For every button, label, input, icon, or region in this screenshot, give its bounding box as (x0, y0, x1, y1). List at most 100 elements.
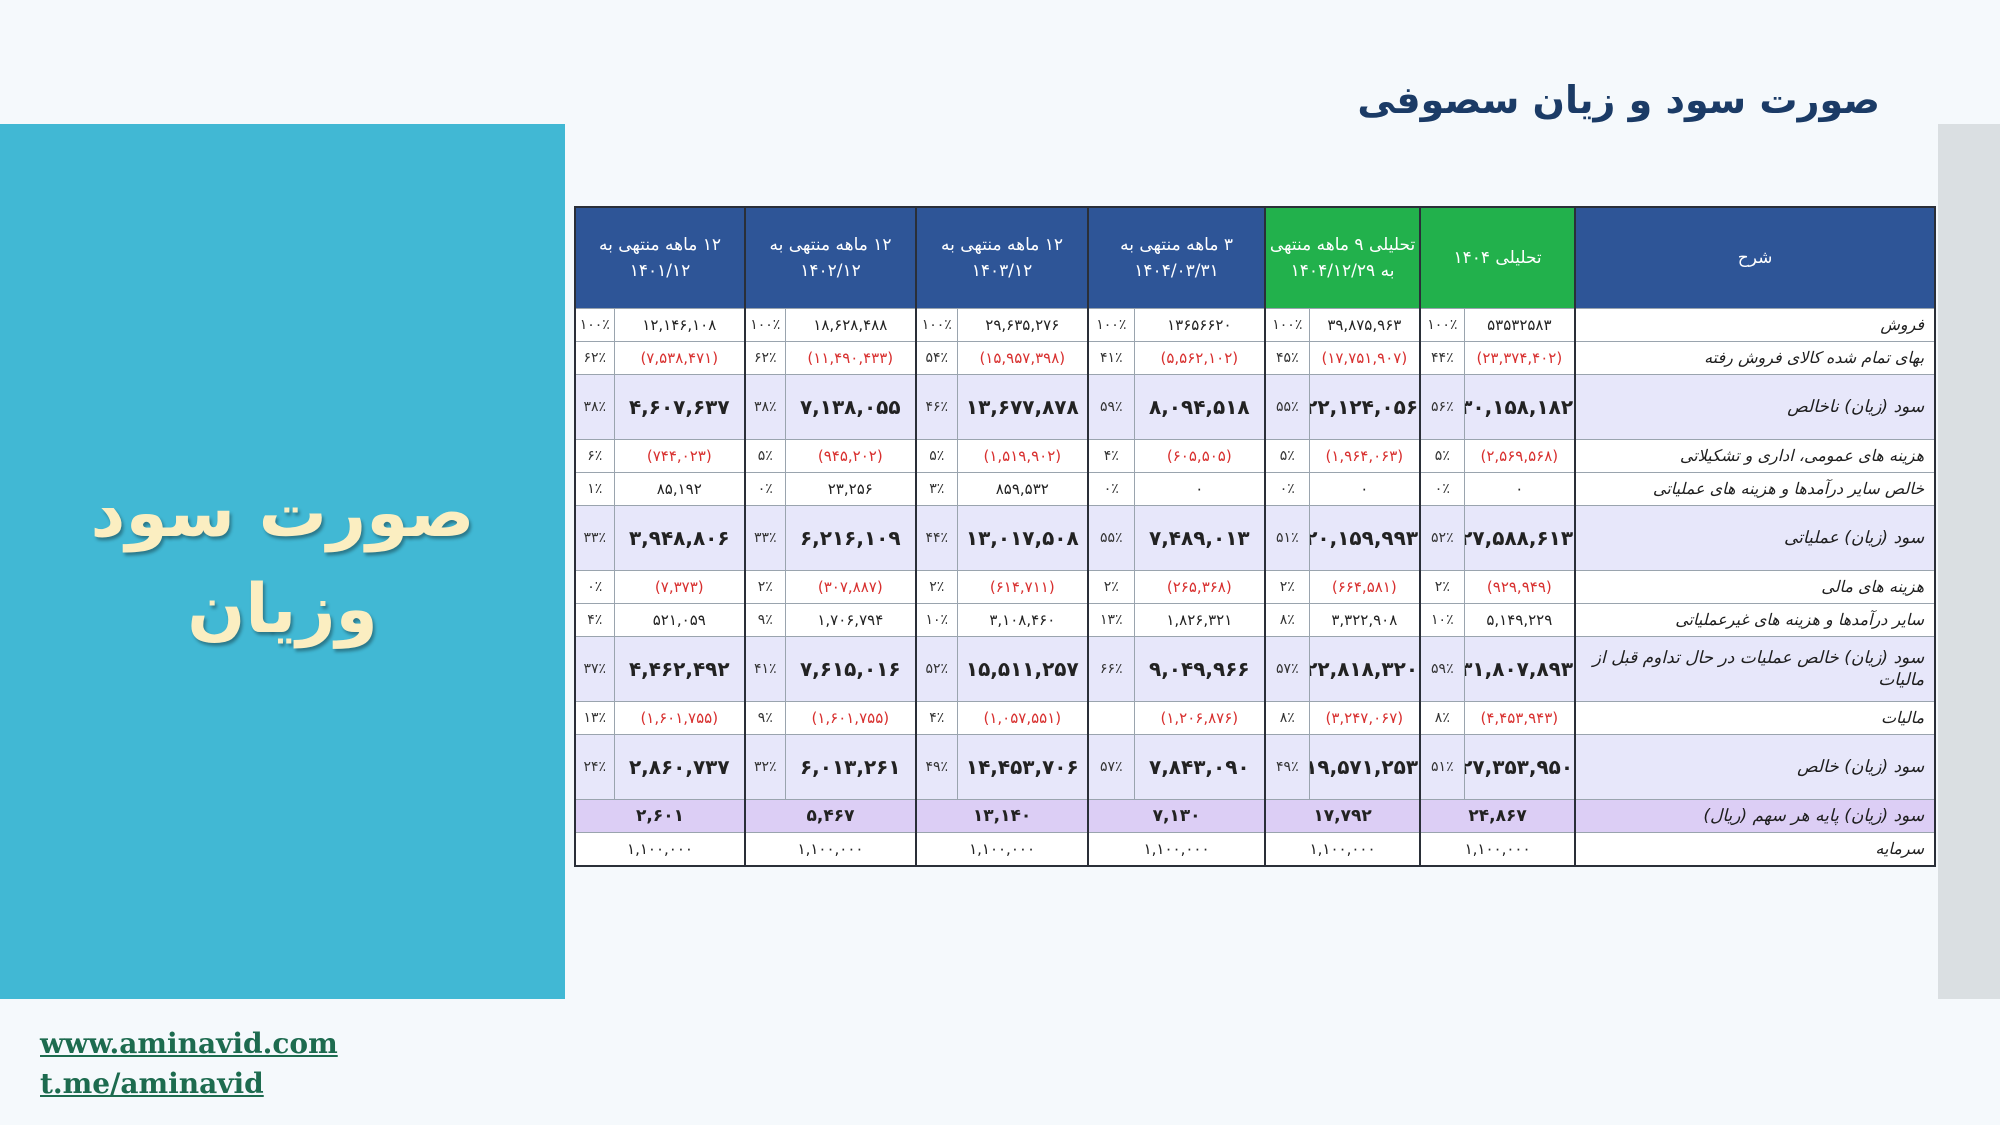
header-12m-1403: ۱۲ ماهه منتهی به ۱۴۰۳/۱۲ (915, 206, 1090, 309)
side-title: صورت سود وزیان (90, 473, 475, 649)
percent-cell: ۵۹٪ (1419, 636, 1465, 702)
side-panel: صورت سود وزیان (0, 124, 565, 999)
value-cell: (۴,۴۵۳,۹۴۳) (1463, 701, 1577, 735)
percent-cell: ۰٪ (1087, 472, 1135, 506)
value-cell: (۲,۵۶۹,۵۶۸) (1463, 439, 1577, 473)
value-cell: ۱,۱۰۰,۰۰۰ (1264, 832, 1422, 867)
row-label: هزینه های مالی (1574, 570, 1936, 604)
value-cell: ۱,۱۰۰,۰۰۰ (915, 832, 1090, 867)
value-cell: ۲۲,۸۱۸,۳۲۰ (1308, 636, 1422, 702)
value-cell: ۲۰,۱۵۹,۹۹۳ (1308, 505, 1422, 571)
value-cell: (۳۰۷,۸۸۷) (784, 570, 918, 604)
table-row: فروش ۵۳۵۳۲۵۸۳ ۱۰۰٪ ۳۹,۸۷۵,۹۶۳ ۱۰۰٪ ۱۳۶۵۶۶۲۰ ۱۰… (574, 308, 1936, 342)
value-cell: ۲۹,۶۳۵,۲۷۶ (956, 308, 1090, 342)
value-cell: ۲۴,۸۶۷ (1419, 799, 1577, 833)
value-cell: (۹۲۹,۹۴۹) (1463, 570, 1577, 604)
website-link[interactable]: www.aminavid.com (40, 1027, 338, 1060)
percent-cell: ۵۷٪ (1087, 734, 1135, 800)
value-cell: ۷,۸۴۳,۰۹۰ (1133, 734, 1267, 800)
value-cell: ۱۵,۵۱۱,۲۵۷ (956, 636, 1090, 702)
value-cell: ۲۷,۳۵۳,۹۵۰ (1463, 734, 1577, 800)
percent-cell: ۱۰۰٪ (574, 308, 615, 342)
percent-cell: ۵٪ (1264, 439, 1310, 473)
percent-cell: ۵٪ (744, 439, 786, 473)
table-row: هزینه های مالی (۹۲۹,۹۴۹) ۲٪ (۶۶۴,۵۸۱) ۲٪ (۲۶۵… (574, 570, 1936, 604)
value-cell: ۱,۸۲۶,۳۲۱ (1133, 603, 1267, 637)
value-cell: ۵,۴۶۷ (744, 799, 918, 833)
value-cell: ۱۳,۶۷۷,۸۷۸ (956, 374, 1090, 440)
value-cell: ۸,۰۹۴,۵۱۸ (1133, 374, 1267, 440)
row-label: سود (زیان) پایه هر سهم (ریال) (1574, 799, 1936, 833)
value-cell: ۳,۹۴۸,۸۰۶ (613, 505, 747, 571)
value-cell: ۷,۴۸۹,۰۱۳ (1133, 505, 1267, 571)
value-cell: ۰ (1463, 472, 1577, 506)
percent-cell: ۵۲٪ (1419, 505, 1465, 571)
capital-row: سرمایه ۱,۱۰۰,۰۰۰ ۱,۱۰۰,۰۰۰ ۱,۱۰۰,۰۰۰ ۱,۱۰۰,۰… (574, 832, 1936, 867)
value-cell: ۲,۶۰۱ (574, 799, 747, 833)
telegram-link[interactable]: t.me/aminavid (40, 1067, 264, 1100)
percent-cell: ۸٪ (1264, 603, 1310, 637)
percent-cell: ۰٪ (1419, 472, 1465, 506)
percent-cell: ۹٪ (744, 701, 786, 735)
percent-cell: ۵۹٪ (1087, 374, 1135, 440)
row-label: خالص سایر درآمدها و هزینه های عملیاتی (1574, 472, 1936, 506)
percent-cell: ۴۴٪ (915, 505, 958, 571)
value-cell: (۱,۶۰۱,۷۵۵) (613, 701, 747, 735)
percent-cell: ۵۶٪ (1419, 374, 1465, 440)
value-cell: (۵,۵۶۲,۱۰۲) (1133, 341, 1267, 375)
percent-cell: ۰٪ (1264, 472, 1310, 506)
percent-cell: ۵۱٪ (1264, 505, 1310, 571)
footer-links: www.aminavid.com t.me/aminavid (40, 1024, 338, 1104)
percent-cell: ۵۲٪ (915, 636, 958, 702)
table-row: سایر درآمدها و هزینه های غیرعملیاتی ۵,۱۴۹… (574, 603, 1936, 637)
value-cell: ۰ (1133, 472, 1267, 506)
percent-cell: ۲۴٪ (574, 734, 615, 800)
percent-cell: ۵۴٪ (915, 341, 958, 375)
percent-cell: ۵۷٪ (1264, 636, 1310, 702)
value-cell: ۲۷,۵۸۸,۶۱۳ (1463, 505, 1577, 571)
row-label: سایر درآمدها و هزینه های غیرعملیاتی (1574, 603, 1936, 637)
percent-cell: ۱۰٪ (915, 603, 958, 637)
percent-cell: ۱۰٪ (1419, 603, 1465, 637)
value-cell: ۷,۱۳۸,۰۵۵ (784, 374, 918, 440)
value-cell: (۶۱۴,۷۱۱) (956, 570, 1090, 604)
percent-cell: ۶۶٪ (1087, 636, 1135, 702)
percent-cell: ۴۹٪ (1264, 734, 1310, 800)
value-cell: ۱۳,۰۱۷,۵۰۸ (956, 505, 1090, 571)
value-cell: ۱۲,۱۴۶,۱۰۸ (613, 308, 747, 342)
percent-cell: ۲٪ (1087, 570, 1135, 604)
value-cell: (۷۴۴,۰۲۳) (613, 439, 747, 473)
percent-cell: ۴٪ (915, 701, 958, 735)
value-cell: (۱۱,۴۹۰,۴۳۳) (784, 341, 918, 375)
row-label: مالیات (1574, 701, 1936, 735)
percent-cell: ۱۰۰٪ (1419, 308, 1465, 342)
value-cell: (۱۷,۷۵۱,۹۰۷) (1308, 341, 1422, 375)
income-statement-table: شرح تحلیلی ۱۴۰۴ تحلیلی ۹ ماهه منتهی به ۱… (574, 206, 1937, 867)
percent-cell: ۴۱٪ (744, 636, 786, 702)
percent-cell: ۸٪ (1264, 701, 1310, 735)
value-cell: ۸۵,۱۹۲ (613, 472, 747, 506)
percent-cell: ۵۱٪ (1419, 734, 1465, 800)
table-header-row: شرح تحلیلی ۱۴۰۴ تحلیلی ۹ ماهه منتهی به ۱… (574, 206, 1936, 309)
row-label: سود (زیان) ناخالص (1574, 374, 1936, 440)
value-cell: ۳۹,۸۷۵,۹۶۳ (1308, 308, 1422, 342)
table-row: مالیات (۴,۴۵۳,۹۴۳) ۸٪ (۳,۲۴۷,۰۶۷) ۸٪ (۱,۲۰۶,۸… (574, 701, 1936, 735)
header-analytic-9m: تحلیلی ۹ ماهه منتهی به ۱۴۰۴/۱۲/۲۹ (1264, 206, 1422, 309)
value-cell: ۱۴,۴۵۳,۷۰۶ (956, 734, 1090, 800)
value-cell: (۱,۲۰۶,۸۷۶) (1133, 701, 1267, 735)
percent-cell: ۲٪ (1264, 570, 1310, 604)
table-row: بهای تمام شده کالای فروش رفته (۲۳,۳۷۴,۴۰۲… (574, 341, 1936, 375)
percent-cell: ۴٪ (574, 603, 615, 637)
value-cell: ۱۷,۷۹۲ (1264, 799, 1422, 833)
eps-row: سود (زیان) پایه هر سهم (ریال) ۲۴,۸۶۷ ۱۷,۷۹… (574, 799, 1936, 833)
value-cell: ۴,۶۰۷,۶۳۷ (613, 374, 747, 440)
percent-cell (1087, 701, 1135, 735)
percent-cell: ۵٪ (915, 439, 958, 473)
percent-cell: ۲٪ (744, 570, 786, 604)
header-12m-1401: ۱۲ ماهه منتهی به ۱۴۰۱/۱۲ (574, 206, 747, 309)
value-cell: ۲,۸۶۰,۷۳۷ (613, 734, 747, 800)
percent-cell: ۴۴٪ (1419, 341, 1465, 375)
value-cell: (۷,۵۳۸,۴۷۱) (613, 341, 747, 375)
value-cell: ۷,۶۱۵,۰۱۶ (784, 636, 918, 702)
header-12m-1402: ۱۲ ماهه منتهی به ۱۴۰۲/۱۲ (744, 206, 918, 309)
